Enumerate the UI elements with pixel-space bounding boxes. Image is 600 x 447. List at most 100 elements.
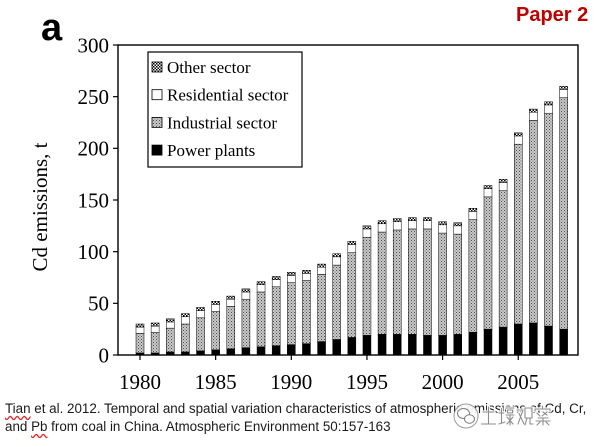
legend-box — [147, 51, 303, 168]
bar-power-plants-2004 — [498, 326, 508, 356]
bar-industrial-sector-1989 — [271, 286, 281, 346]
bar-residential-sector-1997 — [392, 221, 402, 231]
bar-other-sector-1989 — [271, 276, 281, 280]
y-axis: 0 50 100 150 200 250 300 — [78, 33, 118, 367]
bar-power-plants-2001 — [453, 334, 462, 356]
bar-other-sector-2004 — [498, 179, 508, 183]
bar-residential-sector-1994 — [347, 244, 357, 253]
bar-residential-sector-1985 — [211, 304, 220, 312]
bar-residential-sector-1998 — [408, 220, 417, 230]
legend: Other sector Residential sector Industrial… — [147, 51, 303, 168]
bar-industrial-sector-1992 — [317, 274, 326, 342]
bar-industrial-sector-1997 — [392, 229, 402, 335]
bar-other-sector-1999 — [423, 217, 432, 221]
bar-power-plants-1994 — [347, 337, 357, 356]
bar-industrial-sector-2004 — [498, 190, 508, 328]
bar-industrial-sector-1994 — [347, 252, 357, 338]
watermark — [453, 403, 552, 429]
bar-industrial-sector-2008 — [559, 97, 568, 330]
y-tick-label: 200 — [78, 137, 110, 161]
bar-industrial-sector-1998 — [408, 228, 417, 335]
legend-swatch-other-sector — [151, 61, 163, 73]
bar-industrial-sector-1993 — [332, 264, 341, 340]
y-axis-title: Cd emissions, t — [28, 142, 52, 271]
bar-industrial-sector-1981 — [150, 332, 160, 354]
bar-other-sector-1984 — [196, 307, 205, 311]
bar-other-sector-2002 — [468, 208, 478, 212]
paper-tag: Paper 2 — [516, 4, 589, 26]
bar-power-plants-1993 — [332, 339, 341, 356]
bar-power-plants-2000 — [438, 335, 447, 356]
bar-residential-sector-1991 — [302, 273, 311, 281]
bar-industrial-sector-1985 — [211, 311, 220, 351]
watermark-lettering — [479, 404, 552, 427]
wechat-icon-bubble-small — [464, 414, 475, 424]
bar-residential-sector-1996 — [377, 223, 387, 233]
watermark-glyph-strokes — [480, 405, 551, 426]
y-tick-label: 150 — [78, 188, 110, 212]
legend-swatch-industrial-sector — [151, 117, 163, 128]
bar-other-sector-2000 — [438, 221, 447, 226]
bar-other-sector-1994 — [347, 241, 357, 245]
bar-other-sector-2008 — [559, 86, 568, 90]
bar-industrial-sector-1991 — [302, 280, 311, 344]
bar-power-plants-2005 — [514, 323, 523, 356]
caption-line-1: Tian et al. 2012. Temporal and spatial v… — [5, 400, 597, 418]
bar-residential-sector-1987 — [241, 291, 251, 300]
bar-power-plants-1987 — [241, 347, 251, 356]
bar-residential-sector-1995 — [362, 228, 372, 238]
bar-residential-sector-1992 — [317, 266, 326, 275]
bar-other-sector-1996 — [377, 220, 387, 225]
bar-power-plants-1989 — [271, 345, 281, 356]
bar-other-sector-1995 — [362, 225, 372, 230]
bar-power-plants-1991 — [302, 343, 311, 356]
bar-residential-sector-2000 — [438, 224, 447, 234]
bar-power-plants-1990 — [287, 344, 296, 356]
bar-industrial-sector-1996 — [377, 231, 387, 335]
bar-power-plants-2002 — [468, 332, 478, 356]
bar-residential-sector-1980 — [135, 326, 145, 334]
legend-label-industrial-sector: Industrial sector — [167, 113, 277, 132]
bar-other-sector-1993 — [332, 253, 341, 258]
bar-power-plants-1999 — [423, 335, 432, 356]
x-tick-label: 2005 — [497, 370, 539, 394]
bar-other-sector-1981 — [150, 322, 160, 327]
bar-residential-sector-1993 — [332, 256, 341, 266]
bar-residential-sector-1989 — [271, 279, 281, 288]
bar-industrial-sector-1988 — [256, 291, 266, 347]
y-tick-label: 300 — [78, 33, 110, 57]
bar-power-plants-1986 — [226, 348, 236, 356]
bar-other-sector-1990 — [287, 272, 296, 276]
x-tick-label: 1990 — [270, 370, 312, 394]
bar-residential-sector-2004 — [498, 182, 508, 191]
bar-other-sector-2006 — [529, 108, 538, 113]
bar-residential-sector-1984 — [196, 310, 205, 319]
bar-power-plants-1995 — [362, 335, 372, 356]
bar-industrial-sector-1983 — [181, 323, 190, 353]
caption-text: et al. 2012. Temporal and spatial variat… — [30, 401, 587, 416]
panel-label: a — [41, 7, 63, 49]
y-tick-label: 50 — [88, 292, 109, 316]
legend-swatch-power-plants — [151, 144, 163, 156]
caption-text: and — [5, 419, 32, 434]
bar-power-plants-1985 — [211, 349, 220, 356]
citation-caption: Tian et al. 2012. Temporal and spatial v… — [5, 400, 597, 436]
bar-other-sector-1986 — [226, 295, 236, 300]
bar-industrial-sector-2000 — [438, 232, 447, 336]
bar-other-sector-2003 — [483, 185, 493, 189]
caption-line-2: and Pb from coal in China. Atmospheric E… — [5, 418, 597, 436]
y-tick-label: 0 — [99, 343, 110, 367]
bar-other-sector-1998 — [408, 217, 417, 221]
stacked-bars — [135, 86, 568, 356]
bar-other-sector-1987 — [241, 288, 251, 293]
bar-power-plants-1988 — [256, 346, 266, 356]
bar-industrial-sector-2003 — [483, 196, 493, 330]
bar-power-plants-2007 — [544, 325, 553, 356]
bar-other-sector-1983 — [181, 313, 190, 318]
bar-residential-sector-2006 — [529, 111, 538, 121]
bar-residential-sector-2002 — [468, 211, 478, 220]
caption-flagged-word: Pb — [31, 419, 48, 434]
bar-industrial-sector-1999 — [423, 228, 432, 336]
bar-residential-sector-1990 — [287, 275, 296, 283]
